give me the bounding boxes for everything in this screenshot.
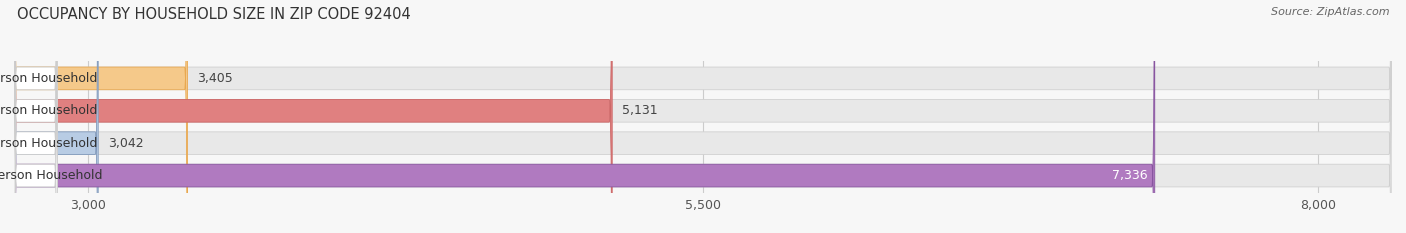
FancyBboxPatch shape xyxy=(14,0,58,233)
FancyBboxPatch shape xyxy=(14,0,98,233)
Text: 1-Person Household: 1-Person Household xyxy=(0,72,98,85)
FancyBboxPatch shape xyxy=(14,0,58,233)
FancyBboxPatch shape xyxy=(14,0,1392,233)
FancyBboxPatch shape xyxy=(14,0,1392,233)
FancyBboxPatch shape xyxy=(14,0,1392,233)
Text: Source: ZipAtlas.com: Source: ZipAtlas.com xyxy=(1271,7,1389,17)
Text: 3-Person Household: 3-Person Household xyxy=(0,137,98,150)
FancyBboxPatch shape xyxy=(14,0,58,233)
FancyBboxPatch shape xyxy=(14,0,187,233)
Text: OCCUPANCY BY HOUSEHOLD SIZE IN ZIP CODE 92404: OCCUPANCY BY HOUSEHOLD SIZE IN ZIP CODE … xyxy=(17,7,411,22)
Text: 5,131: 5,131 xyxy=(621,104,658,117)
FancyBboxPatch shape xyxy=(14,0,58,233)
FancyBboxPatch shape xyxy=(14,0,1392,233)
Text: 3,405: 3,405 xyxy=(197,72,233,85)
FancyBboxPatch shape xyxy=(14,0,1154,233)
Text: 4+ Person Household: 4+ Person Household xyxy=(0,169,103,182)
Text: 2-Person Household: 2-Person Household xyxy=(0,104,98,117)
FancyBboxPatch shape xyxy=(14,0,612,233)
Text: 7,336: 7,336 xyxy=(1112,169,1147,182)
Text: 3,042: 3,042 xyxy=(108,137,143,150)
